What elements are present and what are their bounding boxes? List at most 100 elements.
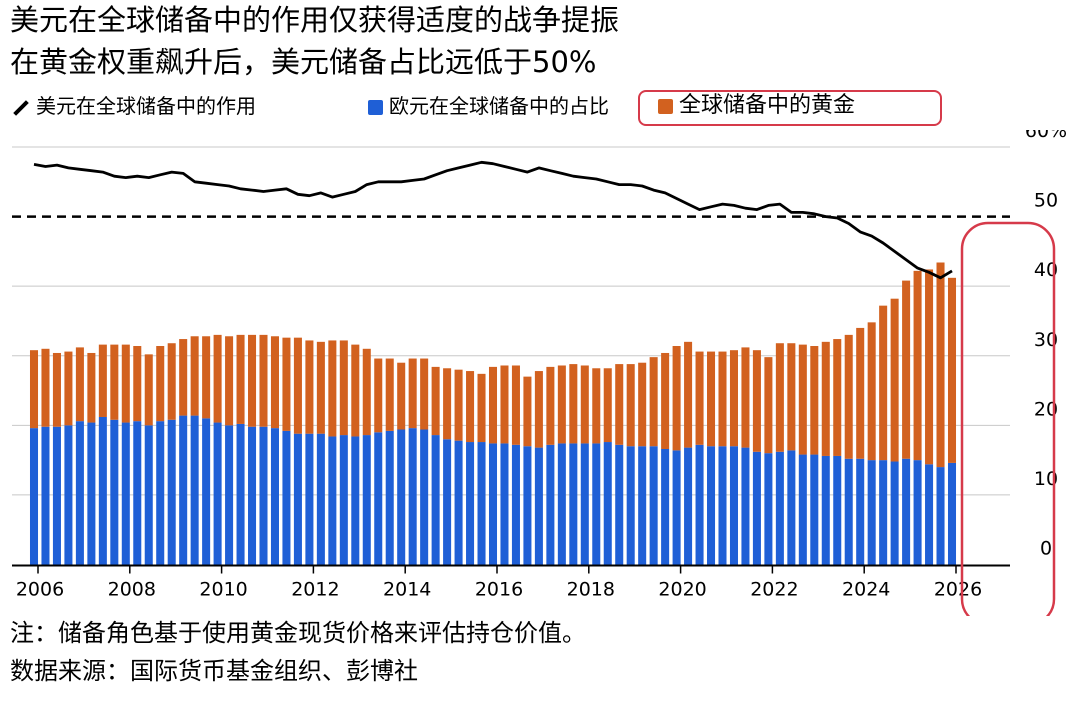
bar-gold <box>603 368 612 443</box>
bar-gold <box>844 334 853 459</box>
x-tick-label: 2024 <box>842 579 890 601</box>
bar-eur <box>167 419 176 565</box>
bar-gold <box>775 343 784 452</box>
bar-gold <box>351 344 360 437</box>
bar-eur <box>821 455 830 565</box>
bar-eur <box>592 443 601 565</box>
y-tick-label: 20 <box>1034 398 1058 420</box>
bar-eur <box>477 442 486 565</box>
bar-gold <box>810 346 819 455</box>
bar-eur <box>408 428 417 565</box>
bar-eur <box>638 446 647 565</box>
bar-gold <box>764 357 773 454</box>
bar-gold <box>121 344 130 423</box>
bar-gold <box>741 347 750 448</box>
bar-gold <box>202 336 211 419</box>
bar-gold <box>718 351 727 447</box>
x-tick-label: 2006 <box>16 579 64 601</box>
bar-eur <box>282 430 291 565</box>
bar-eur <box>764 453 773 565</box>
bar-eur <box>615 444 624 565</box>
bar-gold <box>328 340 337 437</box>
bar-eur <box>431 435 440 565</box>
bar-gold <box>867 322 876 461</box>
bar-gold <box>534 371 543 448</box>
bar-eur <box>488 443 498 565</box>
bar-eur <box>936 467 945 565</box>
bar-gold <box>248 334 257 427</box>
bar-eur <box>569 443 578 565</box>
bar-eur <box>684 447 693 565</box>
bar-eur <box>810 454 819 565</box>
bar-gold <box>190 336 199 416</box>
x-tick-label: 2022 <box>750 579 798 601</box>
legend-usd-label: 美元在全球储备中的作用 <box>36 94 256 118</box>
bar-eur <box>374 432 383 565</box>
x-tick-label: 2018 <box>567 579 615 601</box>
x-tick-label: 2010 <box>199 579 247 601</box>
bar-eur <box>29 428 39 565</box>
bar-eur <box>213 422 222 565</box>
bar-eur <box>890 461 899 565</box>
bar-eur <box>775 451 784 565</box>
bar-eur <box>787 450 796 565</box>
bar-gold <box>305 340 314 434</box>
bar-gold <box>87 352 96 423</box>
legend-usd-line-icon <box>13 99 29 116</box>
bar-gold <box>64 351 73 426</box>
bar-eur <box>913 460 922 565</box>
bar-eur <box>133 421 142 565</box>
x-tick-label: 2026 <box>934 579 982 601</box>
bar-eur <box>856 458 865 565</box>
y-tick-label: 0 <box>1040 538 1052 560</box>
bar-eur <box>580 443 589 565</box>
bar-eur <box>236 423 245 565</box>
bar-eur <box>351 436 360 565</box>
y-tick-label: 40 <box>1034 259 1058 281</box>
x-tick-label: 2020 <box>658 579 706 601</box>
bar-eur <box>534 447 543 565</box>
bar-gold <box>259 334 268 427</box>
bar-eur <box>270 428 279 565</box>
bar-eur <box>925 464 934 565</box>
bar-eur <box>362 435 371 565</box>
y-tick-label: 60% <box>1025 130 1067 142</box>
bar-eur <box>397 429 406 565</box>
bar-gold <box>270 336 279 429</box>
bar-gold <box>133 346 142 422</box>
y-tick-label: 30 <box>1034 329 1058 351</box>
bar-eur <box>156 421 165 565</box>
bar-eur <box>339 435 348 565</box>
bar-gold <box>443 368 452 440</box>
bar-gold <box>385 358 394 431</box>
bar-eur <box>672 450 681 565</box>
bar-gold <box>798 344 807 455</box>
bar-gold <box>684 341 693 448</box>
bar-gold <box>75 347 84 422</box>
bar-eur <box>798 454 807 565</box>
highlight-circle <box>960 221 1056 616</box>
bar-eur <box>649 446 658 565</box>
bar-eur <box>443 439 452 565</box>
bar-gold <box>362 348 371 436</box>
bar-eur <box>121 422 130 565</box>
bar-eur <box>511 444 520 565</box>
bar-gold <box>879 305 888 461</box>
bar-eur <box>305 433 314 565</box>
bar-gold <box>293 337 302 434</box>
bar-gold <box>282 337 291 431</box>
bar-gold <box>936 262 945 468</box>
bar-eur <box>844 458 853 565</box>
bar-eur <box>557 443 566 565</box>
bar-gold <box>477 373 486 443</box>
chart-title: 美元在全球储备中的作用仅获得适度的战争提振 <box>10 3 620 37</box>
bar-eur <box>626 446 635 565</box>
legend: 美元在全球储备中的作用 欧元在全球储备中的占比 全球储备中的黄金 <box>10 90 970 130</box>
bar-eur <box>75 421 84 565</box>
y-axis-ticks: 0 10 20 30 40 50 60% <box>1025 130 1067 560</box>
legend-item-usd: 美元在全球储备中的作用 <box>12 92 256 120</box>
bar-gold <box>236 334 245 424</box>
bar-eur <box>879 460 888 565</box>
legend-item-eur: 欧元在全球储备中的占比 <box>368 92 609 120</box>
